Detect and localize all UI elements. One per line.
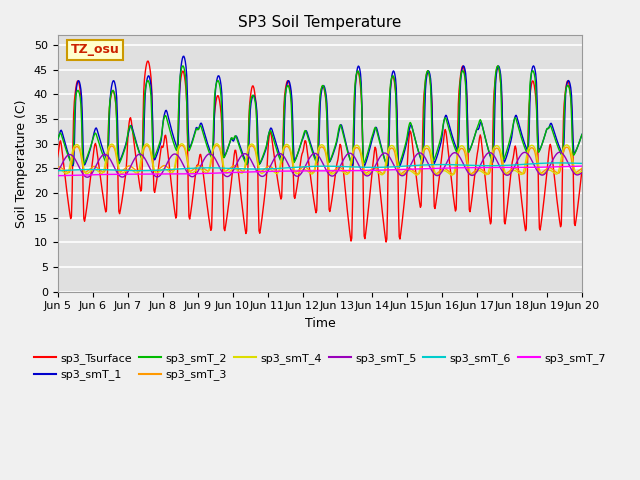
sp3_smT_4: [448, 172, 456, 178]
sp3_smT_2: [54, 136, 61, 142]
sp3_smT_4: [579, 168, 586, 174]
sp3_Tsurface: [144, 58, 152, 64]
sp3_smT_6: [399, 163, 406, 169]
sp3_smT_2: [198, 127, 206, 132]
Line: sp3_smT_4: sp3_smT_4: [58, 144, 582, 175]
sp3_smT_5: [63, 153, 71, 159]
sp3_smT_1: [170, 137, 178, 143]
sp3_Tsurface: [382, 239, 390, 245]
Line: sp3_Tsurface: sp3_Tsurface: [58, 61, 582, 242]
sp3_smT_4: [117, 170, 125, 176]
sp3_smT_6: [384, 164, 392, 170]
sp3_smT_1: [180, 53, 188, 59]
sp3_smT_2: [384, 159, 392, 165]
sp3_Tsurface: [172, 211, 179, 217]
sp3_smT_3: [63, 169, 71, 175]
sp3_Tsurface: [117, 203, 125, 209]
sp3_smT_1: [385, 161, 392, 167]
Line: sp3_smT_5: sp3_smT_5: [58, 152, 582, 177]
sp3_smT_4: [385, 147, 392, 153]
Legend: sp3_Tsurface, sp3_smT_1, sp3_smT_2, sp3_smT_3, sp3_smT_4, sp3_smT_5, sp3_smT_6, : sp3_Tsurface, sp3_smT_1, sp3_smT_2, sp3_…: [29, 348, 611, 385]
sp3_smT_1: [401, 149, 408, 155]
sp3_smT_5: [556, 149, 564, 155]
sp3_smT_3: [117, 168, 125, 174]
Line: sp3_smT_2: sp3_smT_2: [58, 66, 582, 166]
sp3_smT_2: [400, 148, 408, 154]
sp3_smT_7: [384, 167, 392, 173]
sp3_smT_1: [117, 155, 125, 161]
sp3_smT_2: [63, 150, 71, 156]
sp3_smT_7: [198, 171, 206, 177]
sp3_smT_6: [198, 165, 206, 171]
sp3_smT_3: [170, 167, 178, 173]
sp3_smT_4: [199, 168, 207, 173]
sp3_smT_6: [117, 168, 125, 173]
sp3_Tsurface: [385, 108, 393, 114]
sp3_smT_2: [170, 143, 178, 148]
Line: sp3_smT_3: sp3_smT_3: [58, 145, 582, 174]
Y-axis label: Soil Temperature (C): Soil Temperature (C): [15, 99, 28, 228]
sp3_smT_3: [400, 169, 408, 175]
X-axis label: Time: Time: [305, 317, 335, 330]
sp3_Tsurface: [54, 155, 61, 160]
sp3_smT_6: [63, 168, 71, 173]
sp3_smT_4: [170, 165, 178, 171]
sp3_smT_1: [579, 131, 586, 136]
sp3_smT_7: [63, 173, 71, 179]
sp3_smT_7: [579, 163, 586, 169]
sp3_smT_7: [399, 167, 406, 172]
sp3_smT_1: [63, 147, 71, 153]
sp3_smT_7: [117, 171, 125, 177]
sp3_smT_2: [494, 63, 502, 69]
sp3_smT_7: [170, 171, 178, 177]
sp3_smT_6: [554, 160, 562, 166]
sp3_smT_5: [579, 170, 586, 176]
sp3_smT_6: [579, 160, 586, 166]
sp3_Tsurface: [401, 199, 408, 204]
sp3_Tsurface: [199, 167, 207, 173]
sp3_smT_1: [396, 165, 403, 170]
Title: SP3 Soil Temperature: SP3 Soil Temperature: [238, 15, 402, 30]
sp3_smT_1: [54, 137, 61, 143]
sp3_smT_3: [385, 150, 392, 156]
sp3_smT_2: [579, 131, 586, 137]
sp3_smT_3: [54, 164, 61, 170]
sp3_smT_5: [172, 151, 179, 157]
sp3_smT_3: [431, 171, 439, 177]
sp3_smT_6: [54, 168, 61, 174]
sp3_smT_5: [385, 152, 392, 158]
sp3_smT_4: [54, 167, 61, 172]
sp3_smT_4: [63, 171, 71, 177]
sp3_smT_5: [54, 168, 61, 173]
sp3_Tsurface: [63, 190, 71, 196]
Line: sp3_smT_7: sp3_smT_7: [58, 166, 582, 176]
sp3_smT_5: [118, 174, 125, 180]
sp3_smT_3: [199, 165, 207, 170]
sp3_Tsurface: [579, 165, 586, 171]
sp3_smT_3: [579, 166, 586, 171]
sp3_smT_3: [178, 143, 186, 148]
sp3_smT_4: [400, 171, 408, 177]
sp3_smT_7: [54, 173, 61, 179]
sp3_smT_5: [84, 174, 92, 180]
sp3_smT_1: [199, 124, 207, 130]
sp3_smT_5: [199, 159, 207, 165]
sp3_smT_4: [178, 141, 186, 147]
sp3_smT_2: [395, 163, 403, 168]
Line: sp3_smT_1: sp3_smT_1: [58, 56, 582, 168]
sp3_smT_6: [170, 167, 178, 172]
Line: sp3_smT_6: sp3_smT_6: [58, 163, 582, 171]
Text: TZ_osu: TZ_osu: [70, 43, 120, 56]
sp3_smT_2: [117, 156, 125, 162]
sp3_smT_5: [400, 172, 408, 178]
